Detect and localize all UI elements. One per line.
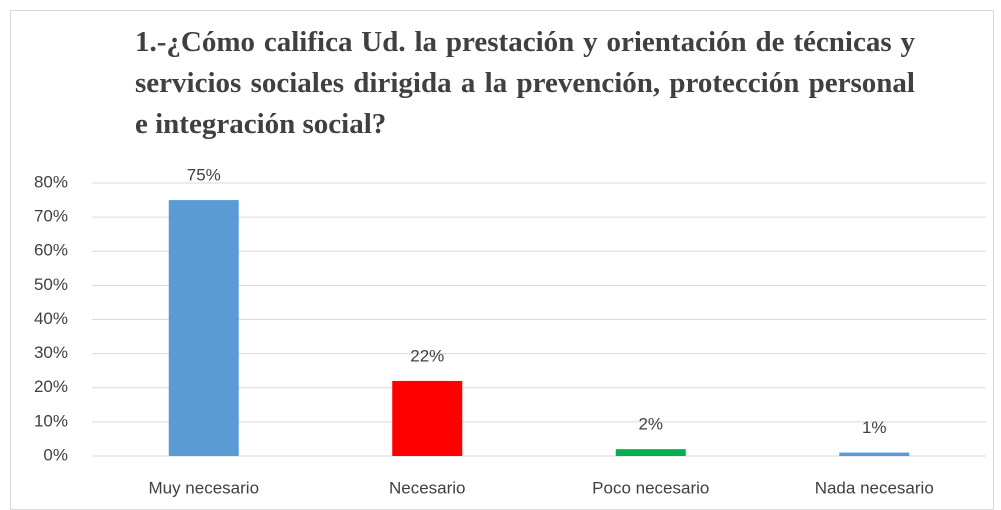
x-tick-label: Poco necesario <box>592 478 709 497</box>
chart-title: 1.-¿Cómo califica Ud. la prestación y or… <box>135 26 915 140</box>
bar <box>392 380 463 456</box>
y-tick-label: 70% <box>34 207 68 226</box>
y-tick-label: 80% <box>34 172 68 191</box>
x-tick-label: Necesario <box>389 478 466 497</box>
bar <box>168 200 239 456</box>
y-tick-label: 10% <box>34 411 68 430</box>
value-label: 2% <box>638 415 663 434</box>
value-label: 1% <box>862 418 887 437</box>
y-tick-label: 50% <box>34 275 68 294</box>
bar <box>615 449 686 456</box>
y-tick-label: 20% <box>34 377 68 396</box>
x-tick-label: Muy necesario <box>148 478 259 497</box>
x-tick-label: Nada necesario <box>815 478 934 497</box>
y-tick-label: 60% <box>34 241 68 260</box>
bar <box>839 452 910 456</box>
value-label: 22% <box>410 346 444 365</box>
y-tick-label: 30% <box>34 343 68 362</box>
y-tick-label: 40% <box>34 309 68 328</box>
y-tick-label: 0% <box>43 445 68 464</box>
value-label: 75% <box>187 166 221 185</box>
